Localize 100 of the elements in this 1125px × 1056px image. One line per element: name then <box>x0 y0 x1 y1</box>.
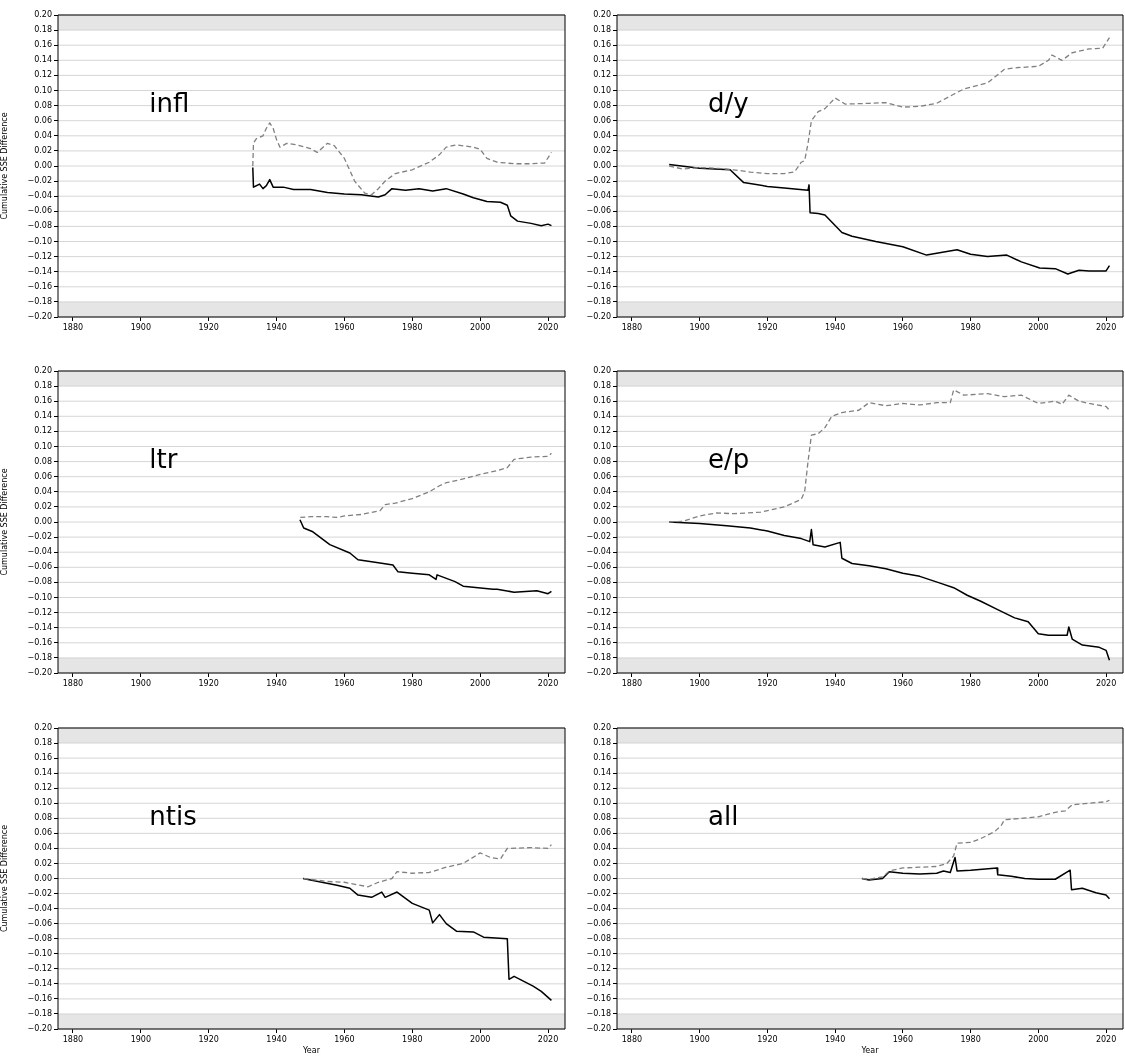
y-tick-label: 0.20 <box>593 366 611 376</box>
x-tick-label: 1900 <box>689 1034 710 1044</box>
y-tick-label: 0.08 <box>593 456 611 466</box>
annotation: ltr <box>149 444 178 475</box>
x-tick-label: 1880 <box>62 322 84 332</box>
y-tick-label: 0.00 <box>34 161 52 171</box>
y-tick-label: −0.16 <box>27 637 52 647</box>
x-tick-label: 2000 <box>1028 678 1049 688</box>
y-tick-label: 0.04 <box>34 486 52 496</box>
y-tick-label: 0.16 <box>34 753 52 763</box>
y-tick-label: −0.10 <box>586 948 611 958</box>
y-tick-label: 0.02 <box>34 858 52 868</box>
x-tick-label: 1960 <box>334 322 355 332</box>
x-tick-label: 1940 <box>266 678 287 688</box>
y-tick-label: −0.14 <box>586 622 611 632</box>
y-tick-label: 0.14 <box>34 411 52 421</box>
x-tick-label: 1940 <box>824 1034 846 1044</box>
y-tick-label: −0.08 <box>27 577 52 587</box>
x-tick-label: 1940 <box>266 1034 287 1044</box>
y-tick-label: 0.10 <box>34 798 52 808</box>
y-tick-label: 0.10 <box>593 441 611 451</box>
y-tick-label: −0.20 <box>586 668 611 678</box>
y-tick-label: −0.06 <box>27 206 52 216</box>
y-tick-label: 0.10 <box>34 441 52 451</box>
y-tick-label: 0.06 <box>593 828 611 838</box>
y-tick-label: 0.06 <box>593 115 611 125</box>
y-axis-title: Cumulative SSE Difference <box>0 468 9 576</box>
y-tick-label: 0.08 <box>34 456 52 466</box>
y-tick-label: −0.12 <box>586 251 611 261</box>
y-tick-label: −0.02 <box>586 888 611 898</box>
y-tick-label: −0.18 <box>586 1009 611 1019</box>
y-tick-label: −0.18 <box>27 652 52 662</box>
y-tick-label: −0.20 <box>27 668 52 678</box>
line-series <box>303 843 553 888</box>
y-tick-label: 0.14 <box>593 55 611 65</box>
y-tick-label: 0.12 <box>593 783 611 793</box>
line-series <box>299 452 553 519</box>
annotation: ntis <box>149 801 197 832</box>
x-tick-label: 1980 <box>402 1034 423 1044</box>
y-tick-label: −0.14 <box>586 978 611 988</box>
x-tick-label: 2020 <box>537 322 559 332</box>
y-tick-label: −0.20 <box>27 312 52 322</box>
y-tick-label: 0.04 <box>34 843 52 853</box>
y-tick-label: −0.10 <box>27 948 52 958</box>
x-tick-label: 1920 <box>757 1034 778 1044</box>
x-tick-label: 1900 <box>689 322 710 332</box>
y-tick-label: 0.20 <box>34 723 52 733</box>
y-tick-label: 0.16 <box>593 753 611 763</box>
y-tick-label: 0.10 <box>593 85 611 95</box>
x-tick-label: 1960 <box>892 678 914 688</box>
y-tick-label: −0.16 <box>27 993 52 1003</box>
y-tick-label: 0.14 <box>34 55 52 65</box>
y-tick-label: −0.20 <box>586 1024 611 1034</box>
annotation: all <box>708 801 739 832</box>
y-tick-label: −0.08 <box>27 933 52 943</box>
x-tick-label: 2000 <box>1028 1034 1049 1044</box>
y-tick-label: 0.12 <box>593 70 611 80</box>
y-tick-label: −0.06 <box>586 562 611 572</box>
y-tick-label: 0.04 <box>593 843 611 853</box>
y-tick-label: −0.18 <box>586 652 611 662</box>
y-tick-label: −0.16 <box>27 281 52 291</box>
y-tick-label: −0.20 <box>27 1024 52 1034</box>
y-tick-label: 0.18 <box>593 381 611 391</box>
y-axis-title: Cumulative SSE Difference <box>0 112 9 220</box>
y-tick-label: −0.04 <box>586 547 611 557</box>
y-tick-label: 0.12 <box>34 70 52 80</box>
x-tick-label: 1940 <box>824 678 846 688</box>
x-tick-label: 1980 <box>960 1034 981 1044</box>
x-tick-label: 1920 <box>198 322 219 332</box>
y-tick-label: 0.20 <box>593 723 611 733</box>
y-tick-label: 0.08 <box>34 813 52 823</box>
x-tick-label: 2000 <box>469 322 491 332</box>
y-tick-label: 0.18 <box>34 381 52 391</box>
y-tick-label: 0.16 <box>34 40 52 50</box>
y-tick-label: 0.02 <box>593 145 611 155</box>
y-tick-label: −0.16 <box>586 281 611 291</box>
x-tick-label: 1900 <box>130 1034 151 1044</box>
y-tick-label: −0.06 <box>586 918 611 928</box>
y-tick-label: −0.18 <box>586 296 611 306</box>
y-tick-label: 0.20 <box>34 366 52 376</box>
x-tick-label: 1900 <box>130 322 151 332</box>
y-tick-label: 0.00 <box>593 161 611 171</box>
x-tick-label: 1980 <box>402 678 423 688</box>
y-tick-label: 0.14 <box>34 768 52 778</box>
x-tick-label: 1920 <box>198 678 219 688</box>
y-tick-label: −0.08 <box>27 221 52 231</box>
y-tick-label: 0.16 <box>593 396 611 406</box>
y-tick-label: −0.18 <box>27 1009 52 1019</box>
x-tick-label: 1960 <box>892 322 914 332</box>
y-tick-label: 0.20 <box>34 10 52 20</box>
y-tick-label: −0.04 <box>27 191 52 201</box>
line-series <box>668 37 1111 175</box>
x-tick-label: 1940 <box>266 322 287 332</box>
y-tick-label: −0.12 <box>27 251 52 261</box>
y-tick-label: −0.14 <box>27 622 52 632</box>
y-tick-label: 0.16 <box>593 40 611 50</box>
y-tick-label: −0.08 <box>586 577 611 587</box>
y-tick-label: −0.14 <box>586 266 611 276</box>
y-tick-label: 0.06 <box>34 828 52 838</box>
x-tick-label: 1960 <box>892 1034 914 1044</box>
